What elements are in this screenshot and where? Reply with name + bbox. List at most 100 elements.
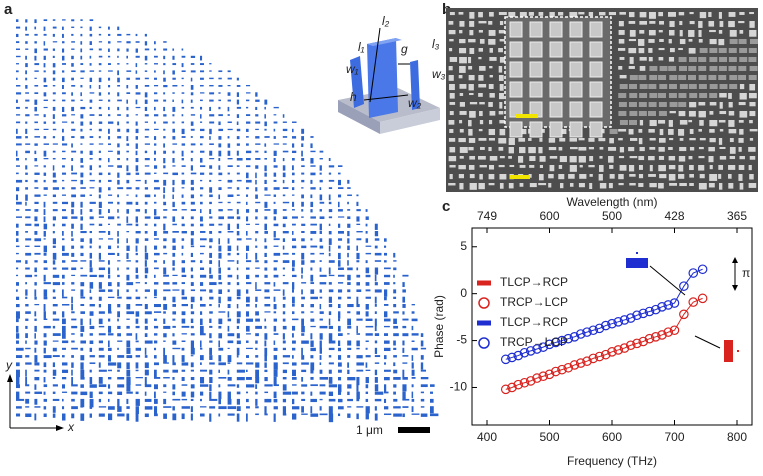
sem-pillar [618,21,624,27]
nano-pillar [71,282,75,285]
sem-pillar [569,121,583,138]
sem-pillar [468,120,472,127]
sem-pillar [689,147,695,151]
nano-pillar [163,209,168,211]
nano-pillar [218,77,222,80]
nano-pillar [80,33,83,37]
nano-pillar [117,377,125,380]
nano-pillar [154,41,156,45]
nano-pillar [181,311,186,316]
data-point [588,325,599,336]
nano-pillar [200,325,204,334]
nano-pillar [365,369,371,372]
sem-pillar [748,165,752,171]
data-point [532,373,542,383]
nano-pillar [264,158,268,160]
pillar [350,56,364,108]
nano-pillar [236,194,240,196]
sem-pillar [459,84,467,89]
nano-pillar [273,362,278,370]
nano-pillar [301,136,305,141]
nano-pillar [52,325,56,329]
nano-pillar [34,121,38,124]
nano-pillar [144,172,151,175]
sem-pillar [739,57,748,62]
nano-pillar [108,85,111,88]
nano-pillar [411,318,418,322]
nano-pillar [273,398,278,403]
nano-pillar [117,99,122,102]
nano-pillar [310,194,313,199]
axis-name: x [67,420,75,434]
nano-pillar [181,179,185,185]
nano-pillar [172,85,178,87]
nano-pillar [25,406,30,408]
nano-pillar [43,158,49,160]
nano-pillar [218,406,227,410]
nano-pillar [190,194,195,199]
nano-pillar [144,55,148,61]
sem-pillar [738,120,744,123]
sem-pillar [648,57,653,62]
nano-pillar [236,238,242,241]
data-point [697,293,708,304]
nano-pillar [338,289,343,293]
nano-pillar [420,347,427,350]
nano-pillar [16,121,21,124]
nano-pillar [402,333,409,337]
nano-pillar [172,92,175,94]
nano-pillar [163,413,167,419]
data-point [500,384,511,395]
nano-pillar [80,106,86,110]
inset-label: w₃ [432,67,446,81]
nano-pillar [154,143,157,146]
sem-pillar [508,156,512,159]
nano-pillar [218,398,222,405]
nano-pillar [347,289,351,293]
nano-pillar [246,362,254,365]
sem-pillar [729,39,738,44]
nano-pillar [181,340,186,343]
sem-pillar [698,75,707,80]
nano-pillar [71,70,76,73]
nano-pillar [264,165,267,172]
sem-pillar [698,183,707,190]
nano-pillar [80,194,86,197]
nano-pillar [71,260,78,262]
data-point [625,340,636,351]
nano-pillar [190,413,193,421]
nano-pillar [301,223,306,226]
nano-pillar [384,398,387,403]
nano-pillar [34,311,37,317]
nano-pillar [393,347,397,350]
nano-pillar [227,318,232,322]
sem-pillar [619,84,628,89]
nano-pillar [347,377,356,381]
sem-pillar [459,21,465,27]
nano-pillar [89,77,93,82]
sem-pillar [488,21,493,25]
nano-pillar [89,201,96,204]
nano-pillar [374,362,380,364]
nano-pillar [227,179,233,183]
sem-pillar [668,156,676,161]
sem-pillar [718,12,722,19]
nano-pillar [144,377,147,386]
nano-pillar [356,282,360,286]
sem-pillar [698,57,707,62]
sem-pillar [548,183,552,188]
nano-pillar [34,150,37,155]
nano-pillar [98,85,101,89]
nano-pillar [126,92,131,94]
sem-pillar [648,30,656,36]
nano-pillar [62,245,65,252]
nano-pillar [135,238,139,244]
nano-pillar [200,369,208,372]
nano-pillar [227,362,231,364]
nano-pillar [172,304,177,307]
nano-pillar [328,252,331,257]
nano-pillar [80,391,88,396]
sem-pillar [559,156,567,163]
nano-pillar [328,325,334,329]
nano-pillar [80,304,85,307]
